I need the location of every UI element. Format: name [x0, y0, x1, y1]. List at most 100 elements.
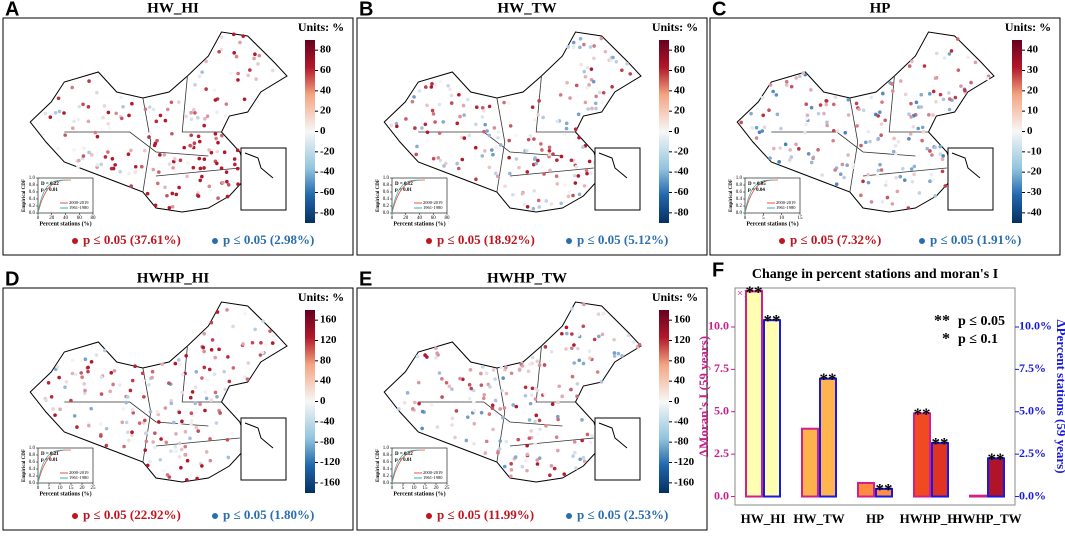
station-dot [450, 423, 454, 427]
station-dot [208, 188, 213, 192]
station-dot [511, 192, 515, 197]
station-dot [130, 430, 134, 435]
station-dot [861, 108, 866, 113]
station-dot [490, 403, 495, 408]
station-dot [873, 112, 878, 117]
station-dot [127, 171, 131, 176]
station-dot [491, 368, 496, 372]
station-dot [564, 126, 569, 131]
station-dot [490, 148, 494, 152]
station-dot [268, 329, 272, 333]
station-dot [101, 115, 105, 120]
station-dot [578, 36, 583, 41]
station-dot [846, 153, 850, 157]
station-dot [94, 353, 99, 357]
station-dot [804, 102, 809, 107]
station-dot [203, 408, 207, 413]
station-dot [204, 87, 208, 91]
colorbar-tick-label: 120 [674, 334, 691, 346]
significance-stars: ** [932, 434, 949, 453]
scs-coast [244, 422, 274, 449]
station-dot [209, 150, 214, 155]
station-dot [794, 76, 799, 80]
station-dot [482, 393, 487, 397]
station-dot [809, 105, 814, 110]
station-dot [499, 365, 504, 369]
station-dot [825, 120, 829, 125]
station-dot [172, 420, 176, 425]
station-dot [526, 369, 531, 374]
station-dot [106, 110, 111, 115]
station-dot [231, 324, 235, 329]
cdf-x-tick-label: 10 [412, 486, 418, 491]
station-dot [556, 400, 560, 405]
cdf-y-label: Empirical CDF [22, 179, 27, 212]
station-dot [150, 375, 154, 380]
station-dot [931, 178, 936, 182]
station-dot [104, 426, 109, 431]
station-dot [413, 126, 417, 130]
cdf-x-tick-label: 10 [779, 216, 785, 221]
colorbar-tick-label: -40 [1027, 206, 1042, 218]
station-dot [448, 87, 452, 91]
station-dot [506, 101, 511, 105]
station-dot [902, 178, 907, 182]
station-dot [577, 192, 582, 197]
station-dot [600, 332, 605, 337]
station-dot [462, 113, 466, 117]
station-dot [801, 71, 806, 75]
station-dot [213, 390, 218, 395]
station-dot [420, 126, 424, 130]
station-dot [480, 105, 485, 110]
station-dot [625, 62, 629, 66]
station-dot [969, 80, 973, 85]
station-dot [928, 179, 932, 184]
station-dot [171, 166, 175, 170]
station-dot [831, 138, 835, 143]
station-dot [155, 138, 159, 143]
station-dot [219, 166, 224, 170]
station-dot [592, 44, 596, 48]
sig-positive: p ≤ 0.05 (22.92%) [83, 507, 181, 522]
region-boundary [418, 401, 563, 427]
station-dot [571, 193, 575, 198]
colorbar-tick-label: 40 [674, 84, 686, 96]
station-dot [167, 381, 171, 385]
cdf-x-label: Percent stations (%) [393, 490, 445, 497]
cdf-p: p < 0.01 [41, 188, 58, 193]
station-dot [188, 436, 192, 441]
station-dot [921, 129, 926, 134]
station-dot [805, 113, 810, 118]
station-dot [912, 164, 917, 169]
station-dot [437, 102, 442, 107]
legend-label: 1961-1980 [69, 205, 89, 210]
scs-inset [594, 147, 641, 211]
station-dot [824, 102, 829, 107]
station-dot [177, 455, 182, 459]
station-dot [929, 172, 934, 177]
station-dot [102, 104, 107, 108]
cdf-x-tick-label: 20 [434, 486, 440, 491]
station-dot [184, 114, 188, 119]
station-dot [483, 149, 487, 153]
station-dot [479, 410, 484, 415]
station-dot [472, 421, 477, 426]
station-dot [555, 119, 559, 124]
station-dot [784, 79, 789, 84]
panel-letter: F [712, 259, 724, 281]
cdf-y-tick-label: 0.8 [383, 453, 390, 458]
station-dot [907, 112, 911, 117]
cdf-curve [391, 449, 426, 484]
station-dot [103, 155, 108, 159]
sig-negative: p ≤ 0.05 (1.80%) [223, 507, 314, 522]
station-dot [56, 146, 60, 151]
station-dot [835, 129, 840, 133]
station-dot [493, 398, 498, 403]
station-dot [854, 101, 859, 106]
station-dot [455, 121, 460, 126]
station-dot [534, 161, 539, 166]
legend-label: 1961-1980 [423, 205, 443, 210]
station-dot [555, 448, 560, 453]
station-dot [223, 387, 227, 392]
panel-title: HW_HI [147, 0, 199, 16]
